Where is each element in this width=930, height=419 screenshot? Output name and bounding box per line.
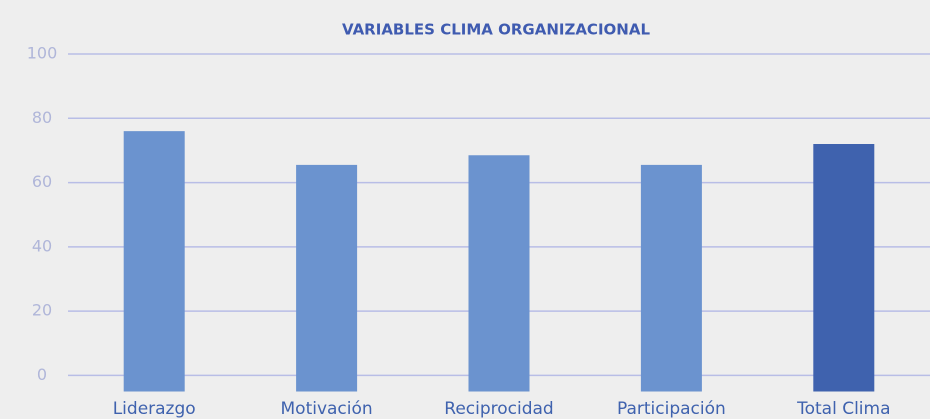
bar <box>640 164 702 392</box>
y-tick-label: 80 <box>32 108 52 127</box>
bar <box>296 164 358 392</box>
x-tick-label: Liderazgo <box>113 399 196 419</box>
chart-title: VARIABLES CLIMA ORGANIZACIONAL <box>342 21 650 39</box>
bar <box>123 131 185 392</box>
y-tick-label: 100 <box>27 44 58 63</box>
y-tick-label: 20 <box>32 301 52 320</box>
y-tick-label: 0 <box>37 365 47 384</box>
y-tick-label: 60 <box>32 172 52 191</box>
x-tick-label: Participación <box>617 399 726 419</box>
bar <box>813 144 875 392</box>
y-tick-label: 40 <box>32 236 52 255</box>
x-tick-label: Total Clima <box>796 399 890 419</box>
x-tick-label: Motivación <box>281 399 373 419</box>
bar <box>468 155 530 392</box>
x-tick-label: Reciprocidad <box>444 399 553 419</box>
